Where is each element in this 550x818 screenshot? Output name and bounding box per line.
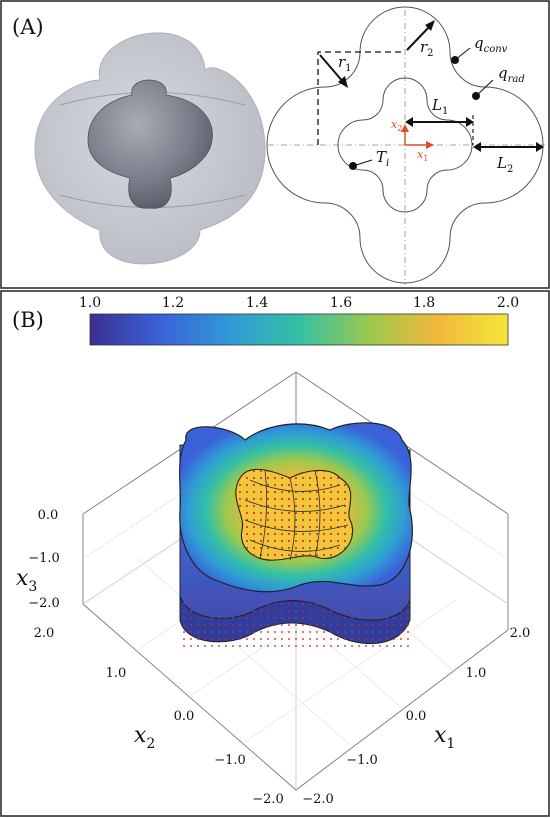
- inner-cavity-points: [235, 469, 353, 561]
- x1-axis-label: x1: [434, 723, 455, 752]
- colorbar-tick-3: 1.4: [246, 295, 268, 311]
- colorbar: [89, 313, 509, 346]
- colorbar-tick-2: 1.2: [162, 295, 184, 311]
- x3-tick-2: −1.0: [28, 551, 60, 566]
- colorbar-tick-6: 2.0: [497, 295, 519, 311]
- inner-boundary: [337, 77, 473, 213]
- qrad-label: qrad: [498, 64, 525, 85]
- construction-box: [317, 51, 405, 145]
- x1-tick-3: 0.0: [406, 709, 427, 724]
- x3-tick-3: −2.0: [28, 596, 60, 611]
- outer-boundary: [266, 6, 544, 284]
- x2-axis-label: x2: [134, 723, 155, 752]
- x3-tick-1: 0.0: [38, 508, 59, 523]
- boundary-points-side: [180, 590, 410, 650]
- inner-body-3d: [87, 79, 213, 209]
- ti-label: Ti: [376, 148, 389, 169]
- x2-tick-5: −2.0: [252, 792, 284, 807]
- x1-tick-1: −2.0: [302, 792, 334, 807]
- colorbar-tick-4: 1.6: [330, 295, 352, 311]
- x2-tick-2: 1.0: [106, 666, 127, 681]
- panel-b-frame: [0, 290, 550, 817]
- x2-tick-3: 0.0: [174, 709, 195, 724]
- panel-a-label: (A): [12, 15, 44, 39]
- x1-tick-2: −1.0: [346, 753, 378, 768]
- x2-tick-1: 2.0: [34, 626, 55, 641]
- x1-tick-5: 2.0: [510, 626, 531, 641]
- cavity-mesh-lines: [244, 469, 349, 561]
- r2-label: r2: [420, 38, 434, 59]
- colorbar-tick-1: 1.0: [79, 295, 101, 311]
- qconv-label: qconv: [474, 34, 508, 55]
- r2-arrow: [406, 25, 431, 51]
- x3-axis-label: x3: [16, 566, 37, 595]
- l1-label: L1: [431, 96, 448, 117]
- l2-label: L2: [496, 154, 513, 175]
- x2-tick-4: −1.0: [214, 753, 246, 768]
- r1-arrow: [319, 54, 345, 84]
- x1-tick-4: 1.0: [466, 666, 487, 681]
- panel-b-label: (B): [12, 308, 44, 332]
- colorbar-tick-5: 1.8: [413, 295, 435, 311]
- panel-a-frame: [0, 0, 550, 289]
- x2-label-red: x2: [391, 118, 402, 133]
- r1-label: r1: [338, 53, 352, 74]
- x1-label-red: x1: [417, 148, 428, 163]
- cross-section-diagram: [266, 6, 545, 285]
